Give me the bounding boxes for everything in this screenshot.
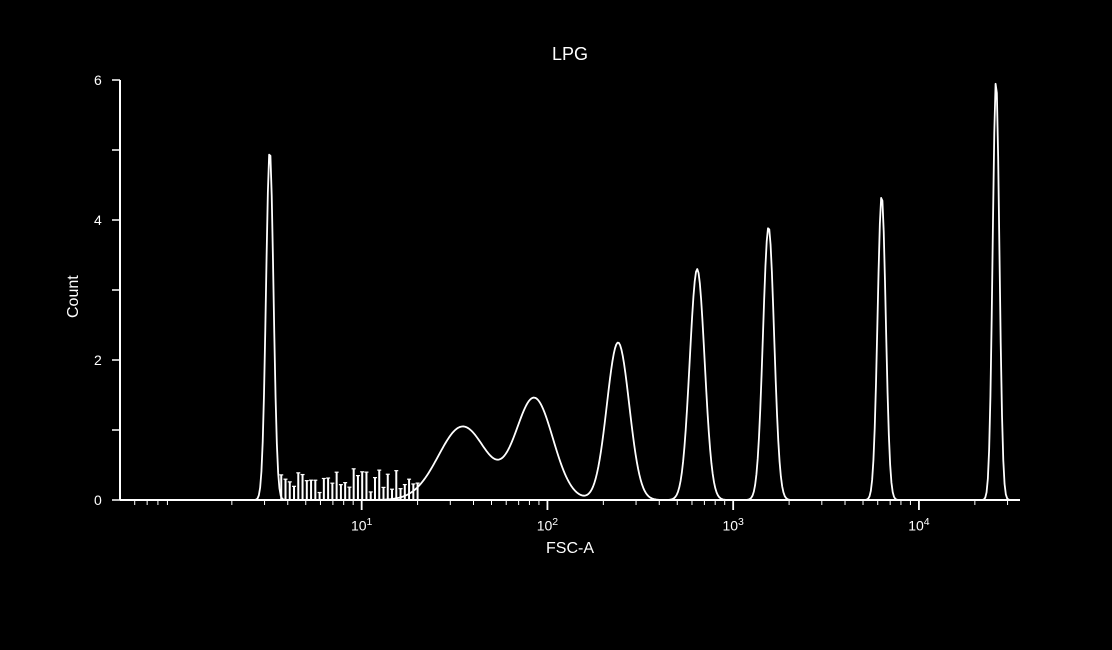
plot-svg xyxy=(120,80,1020,530)
tick-label: 101 xyxy=(351,516,372,534)
plot-area xyxy=(120,80,1020,500)
tick-label: 4 xyxy=(94,212,102,228)
tick-label: 103 xyxy=(722,516,743,534)
chart-container: LPG Count FSC-A 0 2 4 6 101 102 103 104 xyxy=(0,0,1112,650)
tick-label: 104 xyxy=(908,516,929,534)
x-axis-label: FSC-A xyxy=(546,540,594,558)
y-axis-label: Count xyxy=(65,275,83,318)
tick-label: 102 xyxy=(537,516,558,534)
tick-label: 6 xyxy=(94,72,102,88)
chart-title: LPG xyxy=(552,44,588,65)
tick-label: 2 xyxy=(94,352,102,368)
tick-label: 0 xyxy=(94,492,102,508)
